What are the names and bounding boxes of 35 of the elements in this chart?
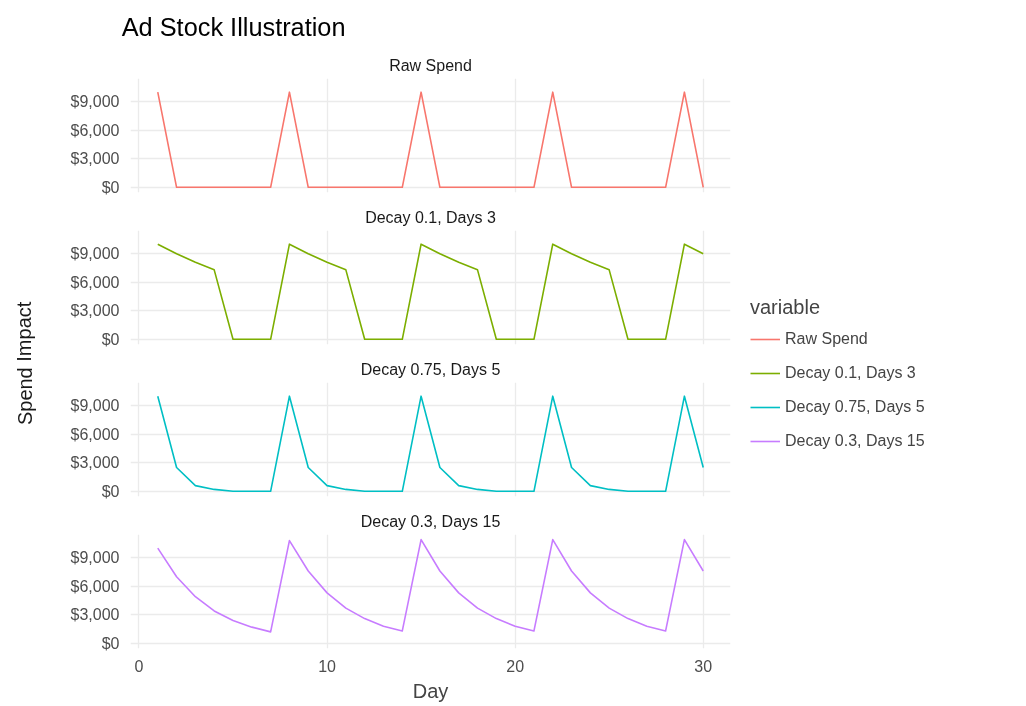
chart-subtitle: Decay 0.3, Days 15 bbox=[360, 512, 501, 530]
y-tick-label: $6,000 bbox=[70, 577, 120, 595]
y-tick-label: $0 bbox=[101, 178, 120, 196]
legend-label: Decay 0.1, Days 3 bbox=[785, 363, 916, 383]
chart-subtitle: Raw Spend bbox=[389, 56, 472, 74]
legend-title: variable bbox=[750, 296, 822, 319]
legend-label: Decay 0.75, Days 5 bbox=[785, 397, 925, 417]
y-tick-label: $3,000 bbox=[70, 606, 120, 624]
x-axis-title: Day bbox=[412, 679, 449, 702]
line-series bbox=[156, 243, 705, 341]
x-tick-label: 0 bbox=[134, 657, 144, 675]
line-series bbox=[156, 395, 705, 493]
y-tick-label: $3,000 bbox=[70, 454, 120, 472]
y-tick-label: $9,000 bbox=[70, 549, 120, 567]
y-tick-label: $9,000 bbox=[70, 93, 120, 111]
x-tick-label: 30 bbox=[694, 657, 713, 675]
y-tick-label: $0 bbox=[101, 634, 120, 652]
y-tick-label: $6,000 bbox=[70, 121, 120, 139]
y-tick-label: $3,000 bbox=[70, 302, 120, 320]
chart-title: Ad Stock Illustration bbox=[121, 12, 346, 41]
y-tick-label: $9,000 bbox=[70, 397, 120, 415]
x-tick-label: 20 bbox=[506, 657, 525, 675]
legend-label: Decay 0.3, Days 15 bbox=[785, 431, 925, 451]
x-tick-label: 10 bbox=[318, 657, 337, 675]
y-tick-label: $3,000 bbox=[70, 150, 120, 168]
y-tick-label: $6,000 bbox=[70, 273, 120, 291]
y-axis-title: Spend Impact bbox=[13, 301, 36, 426]
chart-subtitle: Decay 0.1, Days 3 bbox=[365, 208, 496, 226]
y-tick-label: $0 bbox=[101, 482, 120, 500]
y-tick-label: $6,000 bbox=[70, 425, 120, 443]
legend-label: Raw Spend bbox=[785, 329, 868, 349]
chart-subtitle: Decay 0.75, Days 5 bbox=[360, 360, 501, 378]
y-tick-label: $0 bbox=[101, 330, 120, 348]
line-series bbox=[156, 538, 705, 633]
y-tick-label: $9,000 bbox=[70, 245, 120, 263]
